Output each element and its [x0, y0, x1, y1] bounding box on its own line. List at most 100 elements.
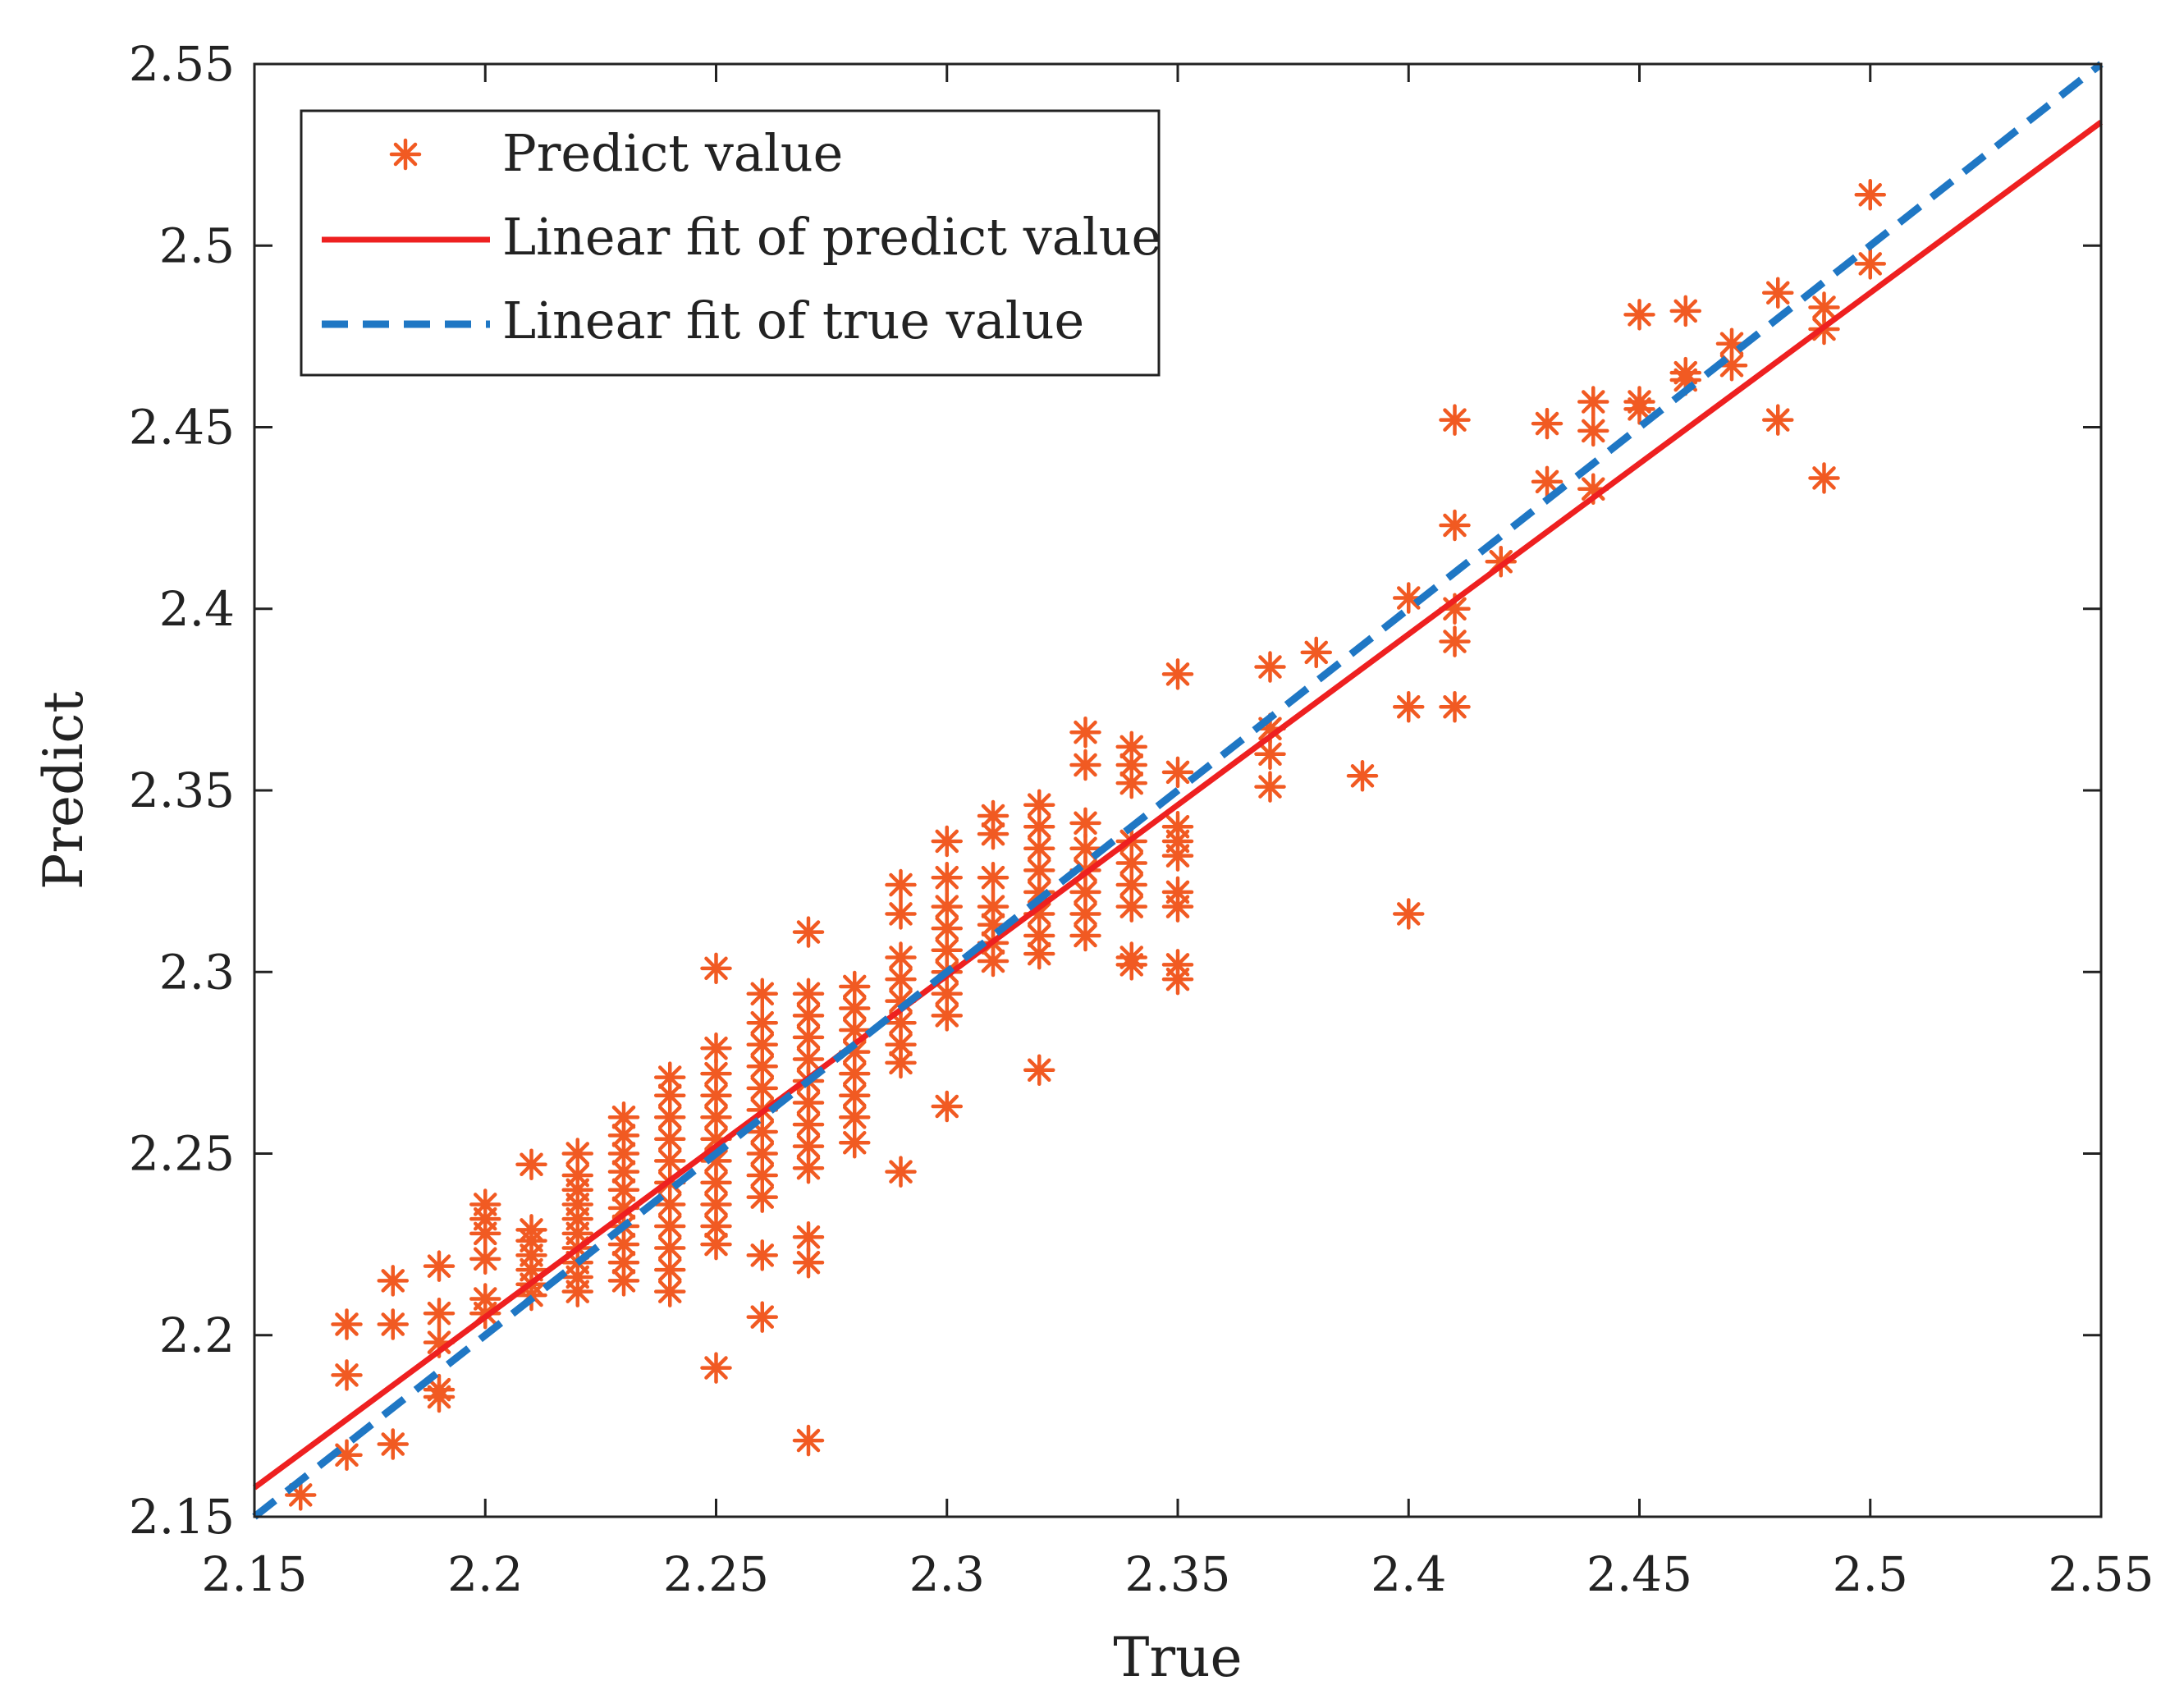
y-tick-label: 2.25	[129, 1126, 235, 1182]
scatter-point	[700, 1032, 732, 1065]
scatter-point	[1069, 749, 1101, 781]
scatter-point	[792, 1021, 825, 1054]
scatter-point	[1069, 807, 1101, 840]
scatter-point	[1439, 690, 1471, 723]
y-tick-label: 2.55	[129, 36, 235, 92]
scatter-point	[885, 1156, 917, 1188]
scatter-point	[746, 1239, 778, 1271]
x-tick-label: 2.25	[663, 1546, 769, 1602]
legend-marker-asterisk	[389, 138, 422, 171]
scatter-point	[607, 1174, 640, 1206]
x-ticks: 2.15 2.2 2.25 2.3 2.35 2.4 2.45 2.5 2.55	[201, 64, 2154, 1602]
scatter-point	[931, 861, 963, 894]
scatter-point	[1762, 277, 1794, 309]
scatter-point	[1577, 414, 1609, 447]
x-tick-label: 2.4	[1371, 1546, 1446, 1602]
scatter-point	[885, 1028, 917, 1060]
scatter-point	[839, 1126, 871, 1159]
scatter-point	[885, 868, 917, 901]
legend: Predict value Linear fit of predict valu…	[300, 109, 1161, 377]
scatter-point	[515, 1214, 547, 1246]
scatter-point	[423, 1250, 456, 1282]
scatter-point	[1808, 291, 1840, 323]
scatter-point	[1115, 730, 1147, 763]
scatter-point	[1669, 356, 1701, 389]
scatter-point	[931, 825, 963, 858]
scatter-point	[931, 934, 963, 966]
scatter-point	[1161, 756, 1194, 789]
true-fit-line	[252, 61, 2104, 1520]
legend-text-true-fit: Linear fit of true value	[502, 291, 1084, 350]
scatter-point	[1023, 811, 1055, 843]
y-ticks: 2.15 2.2 2.25 2.3 2.35 2.4 2.45 2.5 2.55	[129, 36, 2101, 1545]
scatter-point	[654, 1061, 686, 1093]
scatter-point	[331, 1439, 363, 1472]
scatter-point	[1762, 404, 1794, 436]
scatter-point	[700, 1228, 732, 1261]
scatter-point	[377, 1308, 409, 1340]
x-tick-label: 2.35	[1124, 1546, 1230, 1602]
scatter-point	[792, 1247, 825, 1279]
scatter-point	[1254, 771, 1286, 803]
scatter-point	[377, 1428, 409, 1460]
scatter-point	[423, 1373, 456, 1406]
scatter-point	[700, 1057, 732, 1090]
scatter-point	[377, 1265, 409, 1297]
scatter-point	[1808, 462, 1840, 494]
scatter-point	[839, 1057, 871, 1090]
fit-lines	[252, 61, 2104, 1520]
x-tick-label: 2.3	[909, 1546, 985, 1602]
scatter-point	[1346, 760, 1379, 792]
scatter-point	[1069, 876, 1101, 909]
y-tick-label: 2.15	[129, 1489, 235, 1545]
scatter-point	[1393, 690, 1425, 723]
scatter-point	[1115, 868, 1147, 901]
scatter-point	[977, 891, 1010, 923]
scatter-point	[1854, 179, 1886, 211]
scatter-point	[1023, 854, 1055, 886]
scatter-point	[1393, 898, 1425, 930]
predict-fit-line	[252, 119, 2104, 1490]
scatter-point	[1623, 386, 1655, 418]
scatter-point	[331, 1308, 363, 1340]
scatter-point	[885, 898, 917, 930]
scatter-point	[1115, 847, 1147, 879]
scatter-point	[1669, 295, 1701, 327]
legend-asterisk	[389, 138, 422, 171]
scatter-point	[885, 963, 917, 996]
scatter-point	[1531, 407, 1564, 440]
y-axis-label: Predict	[32, 691, 95, 890]
scatter-point	[792, 916, 825, 948]
scatter-point	[839, 970, 871, 1003]
x-axis-label: True	[1113, 1626, 1242, 1689]
scatter-point	[700, 952, 732, 985]
scatter-point	[931, 891, 963, 923]
y-tick-label: 2.4	[159, 581, 235, 637]
scatter-point	[700, 1352, 732, 1384]
scatter-point	[607, 1247, 640, 1279]
scatter-point	[561, 1138, 593, 1170]
scatter-point	[746, 1159, 778, 1192]
y-tick-label: 2.35	[129, 762, 235, 818]
y-tick-label: 2.45	[129, 400, 235, 456]
scatter-point	[1161, 949, 1194, 981]
y-tick-label: 2.5	[159, 218, 235, 273]
scatter-point	[607, 1101, 640, 1133]
scatter-point	[1023, 1054, 1055, 1086]
y-tick-label: 2.3	[159, 944, 235, 1000]
scatter-point	[792, 1221, 825, 1253]
scatter-points	[285, 179, 1886, 1511]
y-tick-label: 2.2	[159, 1307, 235, 1363]
scatter-point	[977, 799, 1010, 832]
scatter-point	[1069, 716, 1101, 749]
scatter-point	[931, 1090, 963, 1123]
legend-text-predict-value: Predict value	[502, 123, 843, 183]
scatter-point	[746, 978, 778, 1010]
scatter-point	[515, 1148, 547, 1181]
x-tick-label: 2.55	[2048, 1546, 2154, 1602]
scatter-point	[1023, 789, 1055, 821]
scatter-point	[469, 1188, 501, 1220]
legend-box	[300, 109, 1161, 377]
scatter-point	[839, 1101, 871, 1133]
